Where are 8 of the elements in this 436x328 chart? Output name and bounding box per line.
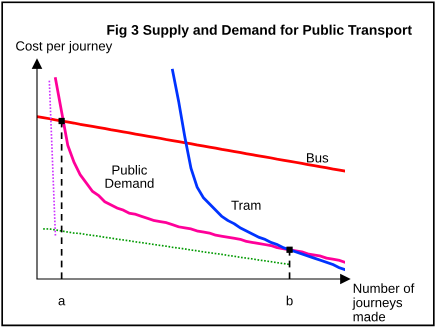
series-label: Tram [231, 200, 260, 210]
y-axis-title: Cost per journey [16, 40, 112, 54]
series-label: Bus [306, 153, 328, 163]
chart-title: Fig 3 Supply and Demand for Public Transport [107, 24, 412, 38]
x-tick-label: b [286, 296, 293, 306]
x-tick-label: a [58, 298, 66, 306]
x-axis-title: Number of journeys made [352, 283, 414, 322]
series-label: Public Demand [106, 164, 154, 188]
